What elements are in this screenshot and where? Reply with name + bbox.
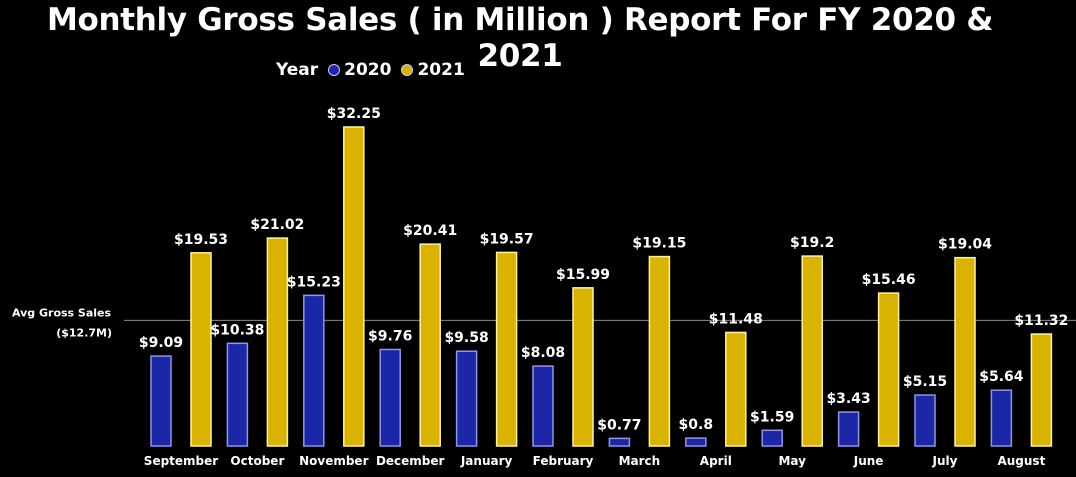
x-tick-november: November xyxy=(299,454,368,468)
x-tick-may: May xyxy=(778,454,806,468)
bar-2020-may[interactable] xyxy=(761,429,783,447)
chart-title: Monthly Gross Sales ( in Million ) Repor… xyxy=(46,2,994,74)
data-label-2020-november: $15.23 xyxy=(287,274,341,290)
legend-item-2020[interactable]: 2020 xyxy=(328,60,391,80)
x-tick-december: December xyxy=(376,454,445,468)
bar-2020-march[interactable] xyxy=(608,437,631,447)
bar-2021-september[interactable] xyxy=(190,252,212,447)
x-tick-march: March xyxy=(619,454,661,468)
legend-title: Year xyxy=(276,60,319,80)
bar-2021-february[interactable] xyxy=(572,287,594,447)
avg-reference-value: ($12.7M) xyxy=(56,326,112,339)
bar-2020-july[interactable] xyxy=(914,394,936,447)
x-tick-october: October xyxy=(230,454,284,468)
bar-2021-december[interactable] xyxy=(419,243,441,447)
data-label-2020-april: $0.8 xyxy=(679,417,714,433)
bar-2021-june[interactable] xyxy=(877,292,900,447)
data-label-2020-may: $1.59 xyxy=(750,409,794,425)
data-label-2021-february: $15.99 xyxy=(556,267,610,283)
bar-2020-april[interactable] xyxy=(685,437,707,447)
bar-2021-july[interactable] xyxy=(954,256,976,447)
bar-2021-march[interactable] xyxy=(648,255,671,447)
bar-2021-january[interactable] xyxy=(495,251,518,447)
data-label-2021-march: $19.15 xyxy=(632,236,686,252)
bar-2021-november[interactable] xyxy=(343,126,365,447)
data-label-2020-march: $0.77 xyxy=(597,417,641,433)
avg-reference-label: Avg Gross Sales xyxy=(12,306,112,319)
x-tick-january: January xyxy=(460,454,513,468)
data-label-2020-august: $5.64 xyxy=(979,369,1024,385)
x-tick-august: August xyxy=(997,454,1045,468)
data-label-2020-december: $9.76 xyxy=(368,328,412,344)
data-label-2020-february: $8.08 xyxy=(521,345,565,361)
data-label-2020-september: $9.09 xyxy=(139,335,183,351)
data-label-2020-june: $3.43 xyxy=(826,391,870,407)
bar-2021-may[interactable] xyxy=(801,255,823,447)
bar-2020-november[interactable] xyxy=(303,294,325,447)
legend-label-2021: 2021 xyxy=(417,60,465,80)
bar-2020-january[interactable] xyxy=(455,350,478,447)
data-label-2020-january: $9.58 xyxy=(444,330,488,346)
data-label-2021-january: $19.57 xyxy=(480,231,534,247)
data-label-2020-july: $5.15 xyxy=(903,374,947,390)
legend-marker-2021 xyxy=(401,64,414,76)
legend-label-2020: 2020 xyxy=(344,60,392,80)
data-label-2020-october: $10.38 xyxy=(210,322,264,338)
bar-2020-december[interactable] xyxy=(379,348,401,447)
legend: Year 2020 2021 xyxy=(276,60,465,80)
x-tick-february: February xyxy=(533,454,594,468)
bar-2020-august[interactable] xyxy=(990,389,1013,447)
legend-marker-2020 xyxy=(328,64,341,76)
legend-item-2021[interactable]: 2021 xyxy=(401,60,465,80)
data-label-2021-may: $19.2 xyxy=(790,235,834,251)
data-label-2021-november: $32.25 xyxy=(327,106,381,122)
bar-2020-february[interactable] xyxy=(532,365,554,447)
bar-2021-october[interactable] xyxy=(266,237,289,447)
x-tick-september: September xyxy=(144,454,218,468)
data-label-2021-october: $21.02 xyxy=(250,217,304,233)
x-tick-april: April xyxy=(700,454,732,468)
data-label-2021-august: $11.32 xyxy=(1014,313,1068,329)
x-tick-june: June xyxy=(853,454,884,468)
x-tick-july: July xyxy=(932,454,958,468)
data-label-2021-april: $11.48 xyxy=(709,311,763,327)
bar-2020-october[interactable] xyxy=(226,342,249,447)
data-label-2021-june: $15.46 xyxy=(862,272,916,288)
data-label-2021-july: $19.04 xyxy=(938,237,992,253)
bar-2021-april[interactable] xyxy=(725,331,747,447)
data-label-2021-september: $19.53 xyxy=(174,232,228,248)
data-label-2021-december: $20.41 xyxy=(403,223,457,239)
bar-2021-august[interactable] xyxy=(1030,333,1053,447)
bar-2020-september[interactable] xyxy=(150,355,172,447)
bar-2020-june[interactable] xyxy=(837,411,860,447)
